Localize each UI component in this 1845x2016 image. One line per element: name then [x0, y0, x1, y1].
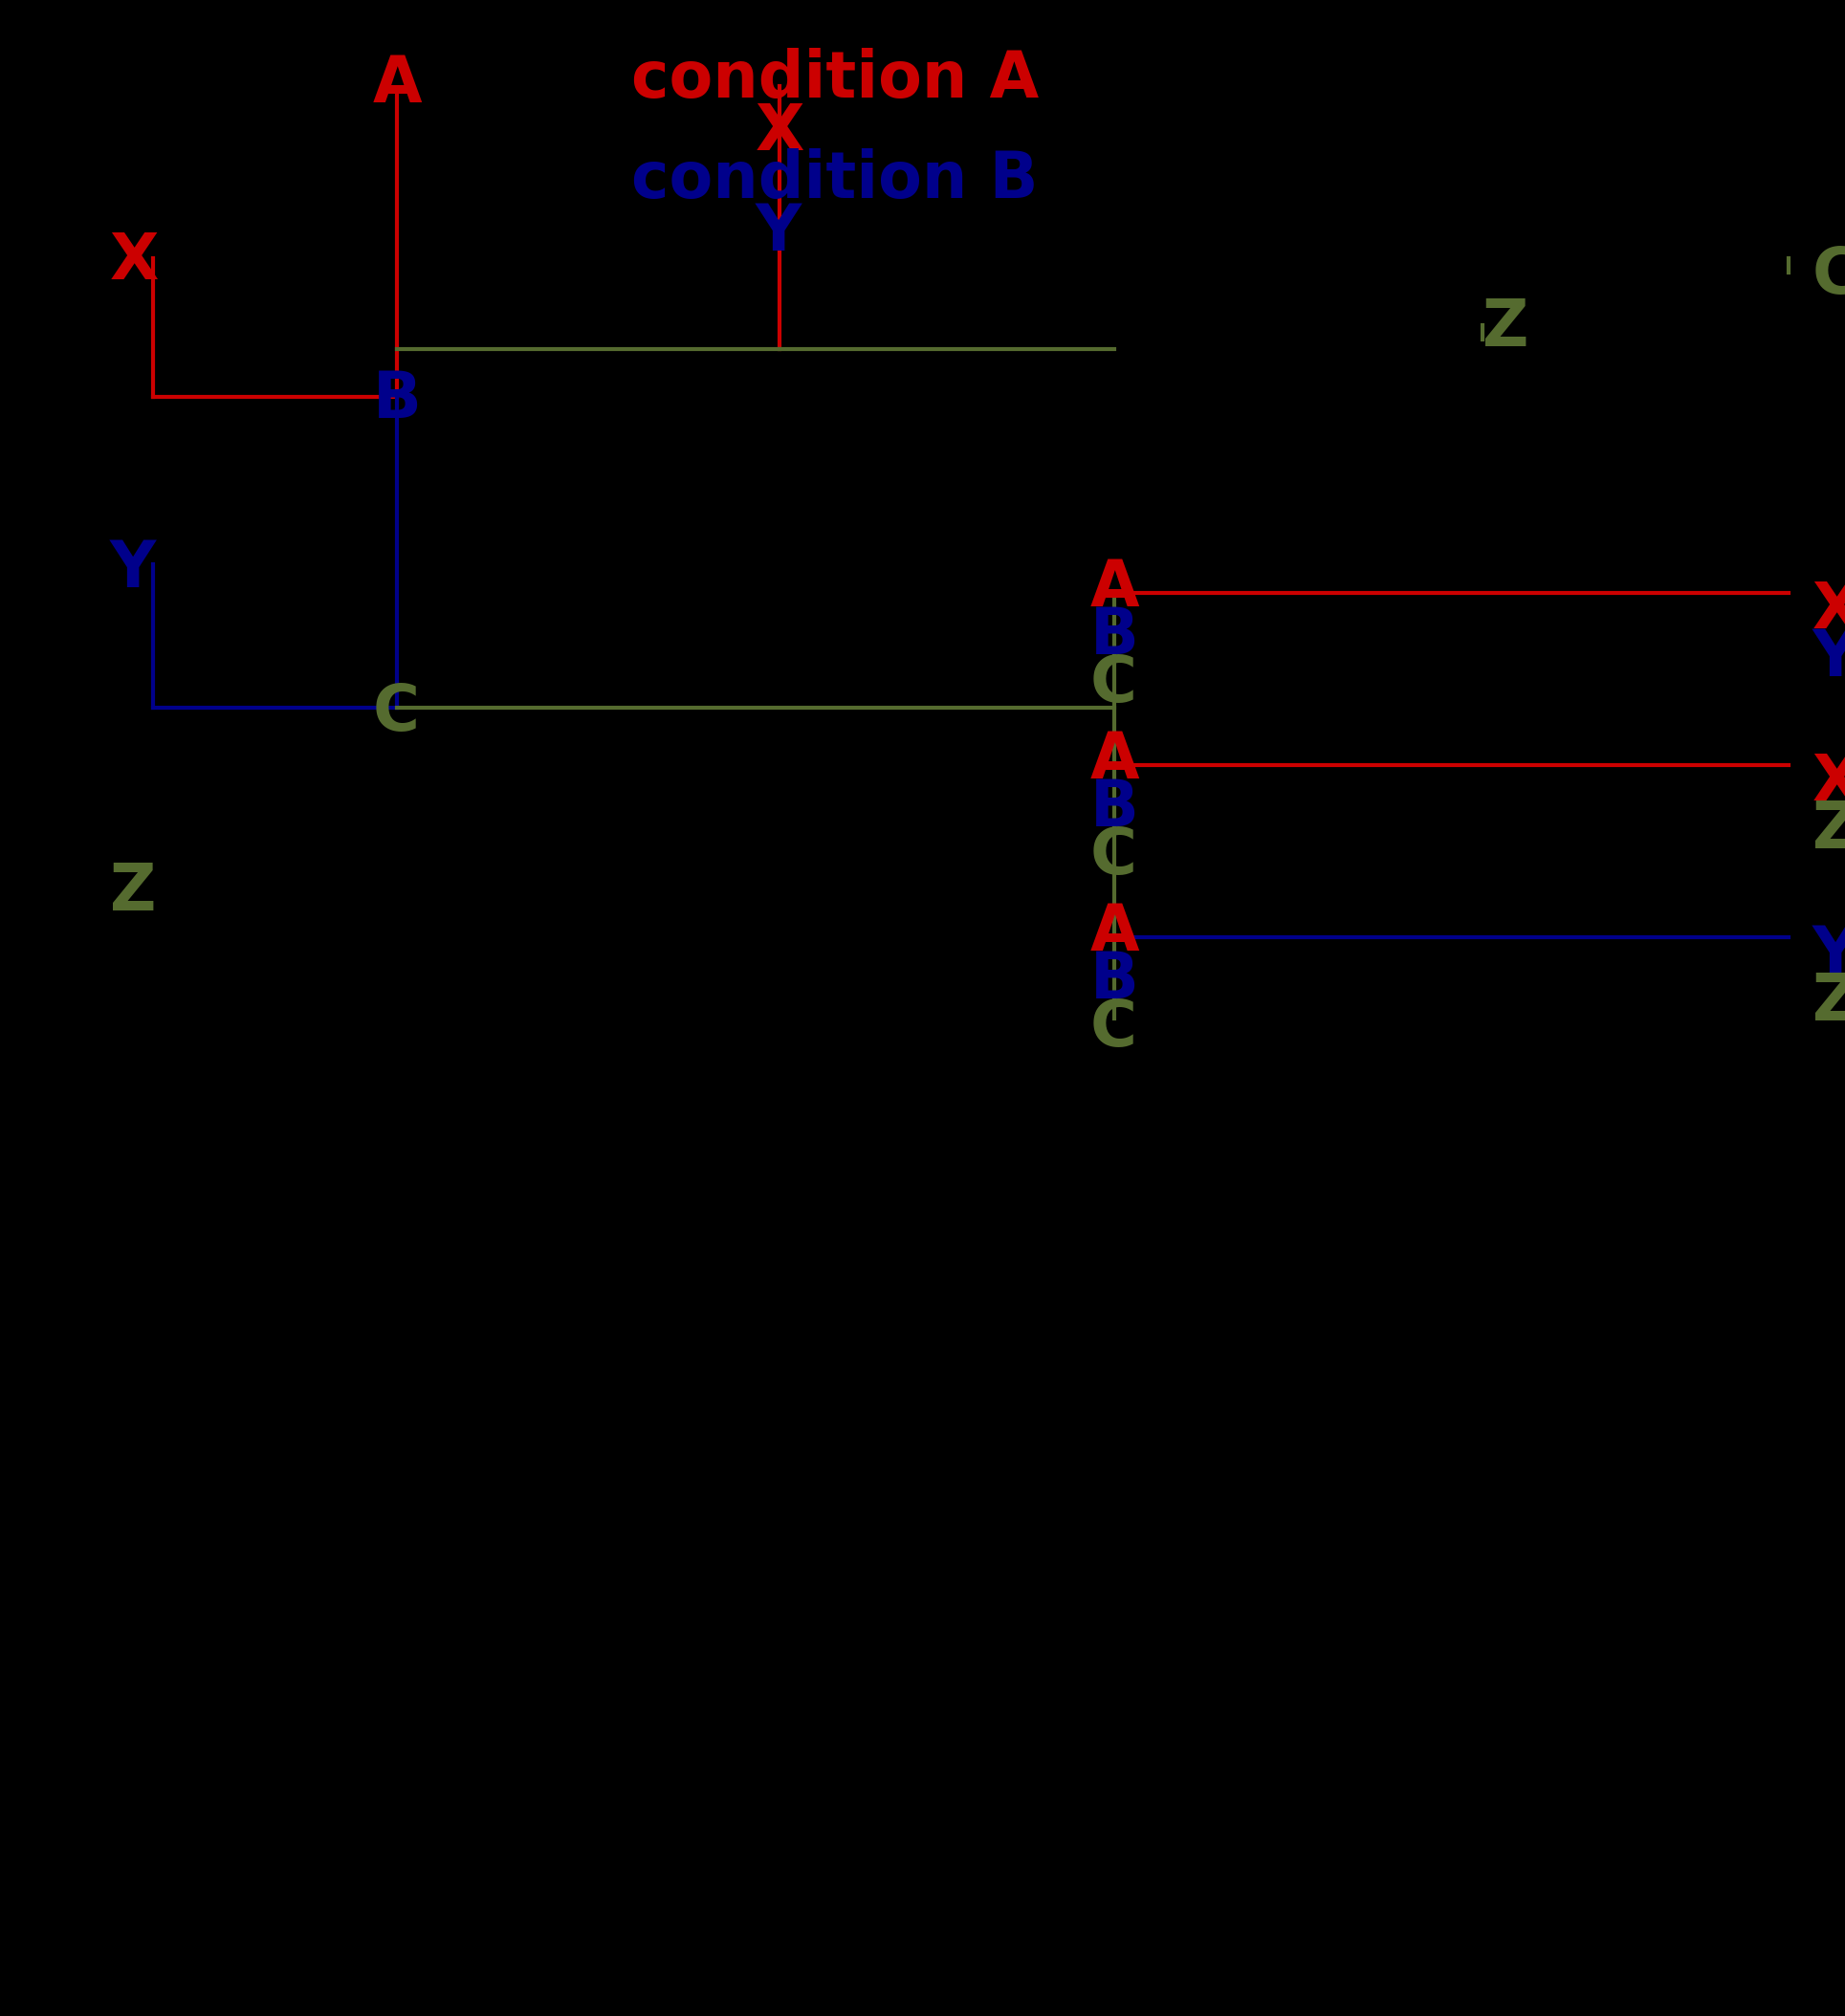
Text: B: B — [373, 369, 421, 431]
Text: C: C — [1812, 244, 1845, 306]
Text: X: X — [111, 230, 159, 292]
Text: Z: Z — [1483, 296, 1530, 359]
Text: condition B: condition B — [631, 149, 1039, 212]
Text: Y: Y — [756, 202, 803, 264]
Text: A: A — [373, 52, 423, 115]
Text: Y: Y — [1812, 923, 1845, 986]
Text: X: X — [756, 101, 804, 163]
Text: B: B — [1090, 605, 1138, 667]
Text: C: C — [373, 681, 421, 744]
Text: A: A — [1090, 728, 1140, 792]
Text: condition A: condition A — [631, 48, 1039, 111]
Text: Y: Y — [111, 538, 157, 601]
Text: A: A — [1090, 901, 1140, 964]
Text: Y: Y — [1812, 627, 1845, 689]
Text: X: X — [1812, 579, 1845, 641]
Text: C: C — [1090, 825, 1137, 887]
Text: X: X — [1812, 750, 1845, 814]
Text: A: A — [1090, 556, 1140, 619]
Text: C: C — [1090, 653, 1137, 716]
Text: C: C — [1090, 996, 1137, 1060]
Text: B: B — [1090, 776, 1138, 841]
Text: Z: Z — [1812, 798, 1845, 861]
Text: Z: Z — [111, 861, 157, 923]
Text: B: B — [1090, 950, 1138, 1012]
Text: Z: Z — [1812, 970, 1845, 1034]
